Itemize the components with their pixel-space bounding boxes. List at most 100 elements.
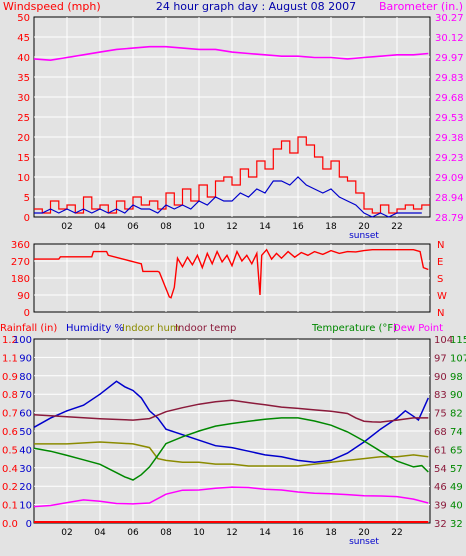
y-tick-label: 15: [17, 153, 30, 164]
y-tick-label: 32: [434, 519, 447, 530]
y-tick-label: 29.68: [435, 93, 464, 104]
y-tick-label: S: [437, 274, 443, 285]
y-tick-label: 29.97: [435, 53, 464, 64]
dew-point-axis-label: Dew Point: [393, 323, 443, 334]
y-tick-label: 1.2: [2, 335, 18, 346]
y-tick-label: 74: [450, 427, 463, 438]
y-tick-label: 68: [434, 427, 447, 438]
y-tick-label: 40: [17, 53, 30, 64]
y-tick-label: 90: [19, 353, 32, 364]
y-tick-label: 82: [450, 409, 463, 420]
y-tick-label: 40: [19, 445, 32, 456]
y-tick-label: 90: [17, 291, 30, 302]
x-tick-label: 08: [160, 528, 172, 538]
y-tick-label: 5: [24, 193, 30, 204]
y-tick-label: 50: [19, 427, 32, 438]
y-tick-label: 360: [11, 240, 30, 251]
y-tick-label: N: [437, 308, 444, 319]
humidity-temperature-panel: 0.0 0.1 0.2 0.4 0.5 0.6 0.7 0.8 0.9 1.1 1.2 0 10 20 30…: [2, 335, 466, 547]
y-tick-label: 25: [17, 113, 30, 124]
x-tick-label: 12: [226, 528, 237, 538]
x-tick-label: 20: [358, 222, 370, 232]
y-tick-label: 29.53: [435, 113, 464, 124]
y-tick-label: 29.83: [435, 73, 464, 84]
indoor-hum-axis-label: Indoor hum: [122, 323, 180, 334]
wind-direction-line: [34, 248, 429, 299]
temperature-line: [33, 417, 429, 481]
y-tick-label: 0.0: [2, 519, 18, 530]
y-tick-label: 107: [450, 353, 466, 364]
y-tick-label: 54: [434, 464, 447, 475]
chart-title: 24 hour graph day : August 08 2007: [156, 0, 356, 13]
y-tick-label: 30.27: [435, 13, 464, 24]
y-tick-label: 10: [19, 501, 32, 512]
y-tick-label: 180: [11, 274, 30, 285]
y-tick-label: 0.9: [2, 372, 18, 383]
x-tick-label: 18: [325, 222, 337, 232]
y-tick-label: 0: [26, 519, 32, 530]
barometer-line: [33, 45, 429, 62]
y-tick-label: 49: [450, 482, 463, 493]
x-tick-label: 18: [325, 528, 337, 538]
x-tick-label: 14: [259, 222, 271, 232]
humidity-line: [33, 380, 429, 464]
y-tick-label: 30: [17, 93, 30, 104]
y-tick-label: 50: [17, 13, 30, 24]
y-tick-label: 20: [19, 482, 32, 493]
indoor-temp-axis-label: Indoor temp: [175, 323, 236, 334]
y-tick-label: 39: [434, 501, 447, 512]
y-tick-label: 83: [434, 390, 447, 401]
y-tick-label: E: [437, 257, 443, 268]
x-tick-label: 22: [391, 528, 402, 538]
y-tick-label: 70: [19, 390, 32, 401]
x-tick-label: 22: [391, 222, 402, 232]
y-tick-label: 0.4: [2, 464, 18, 475]
y-tick-label: 10: [17, 173, 30, 184]
y-tick-label: 104: [434, 335, 453, 346]
y-tick-label: 90: [434, 372, 447, 383]
y-tick-label: N: [437, 240, 444, 251]
x-tick-label: 06: [127, 528, 139, 538]
y-tick-label: 98: [450, 372, 463, 383]
humidity-axis-label: Humidity %: [66, 323, 124, 334]
x-tick-label: 08: [160, 222, 172, 232]
y-tick-label: 0.7: [2, 409, 18, 420]
y-tick-label: 75: [434, 409, 447, 420]
x-tick-label: 16: [292, 528, 304, 538]
y-tick-label: 65: [450, 445, 463, 456]
y-tick-label: 0.1: [2, 501, 18, 512]
y-tick-label: 46: [434, 482, 447, 493]
y-tick-label: 28.79: [435, 213, 464, 224]
rainfall-axis-label: Rainfall (in): [0, 323, 57, 334]
average-wind-line: [34, 176, 422, 218]
y-tick-label: 28.94: [435, 193, 464, 204]
y-tick-label: W: [437, 291, 447, 302]
windspeed-line: [34, 136, 430, 214]
indoor-hum-line: [34, 441, 429, 467]
barometer-axis-label: Barometer (in.): [379, 0, 463, 13]
y-tick-label: 57: [450, 464, 463, 475]
dew-point-line: [33, 486, 429, 508]
sunset-label: sunset: [349, 231, 379, 241]
y-tick-label: 30: [19, 464, 32, 475]
x-tick-label: 04: [94, 222, 106, 232]
temperature-axis-label: Temperature (°F): [311, 323, 397, 334]
y-tick-label: 29.23: [435, 153, 464, 164]
y-tick-label: 270: [11, 257, 30, 268]
y-tick-label: 20: [17, 133, 30, 144]
y-tick-label: 35: [17, 73, 30, 84]
x-tick-label: 04: [94, 528, 106, 538]
y-tick-label: 97: [434, 353, 447, 364]
y-tick-label: 0.8: [2, 390, 18, 401]
y-tick-label: 0.6: [2, 427, 18, 438]
x-tick-label: 14: [259, 528, 271, 538]
y-tick-label: 32: [450, 519, 463, 530]
x-tick-label: 02: [61, 222, 72, 232]
sunset-label: sunset: [349, 537, 379, 547]
y-tick-label: 29.38: [435, 133, 464, 144]
x-tick-label: 12: [226, 222, 237, 232]
y-tick-label: 1.1: [2, 353, 18, 364]
y-tick-label: 0: [24, 213, 30, 224]
